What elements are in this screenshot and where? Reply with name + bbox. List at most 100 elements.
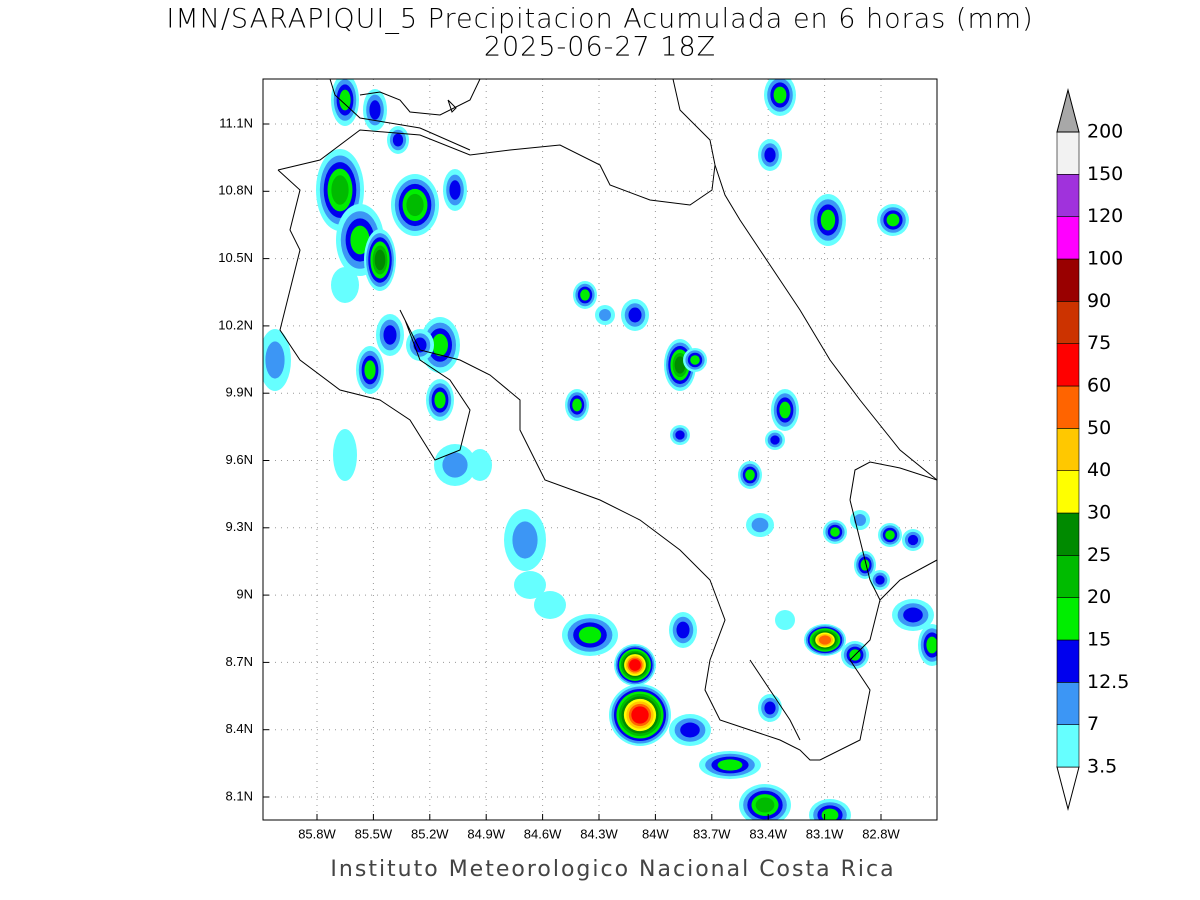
colorbar-label: 20 (1087, 586, 1111, 608)
coastline (447, 99, 457, 113)
x-tick-label: 82.8W (862, 826, 900, 841)
colorbar-label: 120 (1087, 205, 1123, 227)
rain-cell (265, 341, 285, 379)
rain-cell (755, 797, 775, 813)
rain-cell (512, 521, 538, 559)
coastline (277, 169, 937, 761)
rain-cell (764, 701, 776, 715)
x-tick-label: 85.5W (355, 826, 393, 841)
rain-cell (468, 449, 492, 481)
rain-cell (875, 575, 885, 585)
x-tick-label: 85.2W (411, 826, 449, 841)
footer: Instituto Meteorologico Nacional Costa R… (330, 857, 895, 882)
colorbar-label: 12.5 (1087, 671, 1129, 693)
rain-cell (578, 626, 602, 644)
rain-cell (442, 452, 468, 478)
y-tick-label: 9.6N (226, 452, 253, 467)
rain-cell (751, 517, 769, 533)
precipitation (263, 79, 937, 820)
colorbar-label: 75 (1087, 332, 1111, 354)
rain-cell (628, 307, 642, 323)
colorbar-label: 200 (1087, 121, 1123, 143)
rain-cell (903, 607, 923, 623)
rain-cell (413, 337, 427, 353)
colorbar-box (1056, 682, 1080, 725)
border (849, 499, 881, 601)
y-tick-label: 8.1N (226, 788, 253, 803)
y-tick-label: 8.7N (226, 654, 253, 669)
rain-cell (599, 309, 611, 321)
coastline (359, 79, 481, 116)
y-tick-label: 10.2N (218, 317, 253, 332)
x-tick-label: 85.8W (298, 826, 336, 841)
rain-cell (331, 267, 359, 303)
colorbar-box (1056, 639, 1080, 683)
rain-cell (674, 356, 686, 374)
colorbar-label: 40 (1087, 459, 1111, 481)
colorbar-label: 50 (1087, 417, 1111, 439)
coastline (329, 79, 471, 151)
rain-cell (854, 514, 866, 526)
rain-cell (383, 325, 397, 345)
y-tick-label: 9.9N (226, 385, 253, 400)
x-tick-label: 83.1W (806, 826, 844, 841)
rain-cell (745, 469, 755, 481)
coastline (749, 659, 801, 741)
colorbar-label: 15 (1087, 629, 1111, 651)
colorbar-box (1056, 512, 1080, 556)
colorbar-high (1056, 88, 1080, 133)
rain-cell (350, 225, 370, 255)
y-tick-label: 8.4N (226, 721, 253, 736)
y-tick-label: 11.1N (219, 115, 253, 130)
y-tick-label: 10.8N (218, 183, 253, 198)
x-tick-label: 83.4W (749, 826, 787, 841)
colorbar-label: 100 (1087, 248, 1123, 270)
rain-cell (374, 249, 386, 271)
border (849, 461, 937, 501)
rain-cell (676, 621, 690, 639)
colorbar-label: 30 (1087, 502, 1111, 524)
y-tick-label: 10.5N (218, 250, 253, 265)
colorbar-box (1056, 385, 1080, 429)
rain-cell (629, 659, 641, 671)
colorbar-label: 25 (1087, 544, 1111, 566)
rain-cell (830, 527, 840, 537)
colorbar-label: 150 (1087, 163, 1123, 185)
rain-cell (818, 635, 832, 645)
colorbar-box (1056, 555, 1080, 598)
colorbar-box (1056, 428, 1080, 471)
rain-cell (886, 213, 900, 227)
coastlines (277, 79, 937, 761)
map-frame (262, 78, 938, 821)
x-tick-label: 84.3W (580, 826, 618, 841)
rain-cell (773, 86, 787, 104)
rain-cell (364, 360, 376, 380)
colorbar-box (1056, 258, 1080, 302)
rain-cell (885, 530, 895, 540)
x-ticks: 85.8W 85.5W 85.2W 84.9W 84.6W 84.3W 84W 83.7W 83… (298, 814, 901, 841)
rain-cell (432, 333, 448, 357)
colorbar-label: 3.5 (1087, 756, 1117, 778)
colorbar-box (1056, 131, 1080, 175)
rain-cell (339, 89, 351, 111)
colorbar-label: 60 (1087, 375, 1111, 397)
rain-cell (580, 289, 590, 301)
colorbar-box (1056, 301, 1080, 344)
colorbar-box (1056, 343, 1080, 387)
colorbar-box (1056, 597, 1080, 641)
rain-cell (680, 722, 700, 738)
rain-cell (717, 759, 743, 771)
rain-cell (764, 147, 776, 163)
colorbar-box (1056, 174, 1080, 217)
x-tick-label: 84.9W (467, 826, 505, 841)
rain-cell (572, 398, 582, 412)
y-ticks: 11.1N 10.8N 10.5N 10.2N 9.9N 9.6N 9.3N 9N 8.7N 8.… (218, 115, 269, 803)
rain-cell (821, 808, 839, 820)
rain-cell (926, 636, 937, 654)
colorbar: 3.5 7 12.5 15 20 25 30 40 50 60 75 90 100 120 150 200 (1056, 88, 1129, 811)
grid (263, 79, 937, 820)
rain-cell (820, 209, 836, 231)
colorbar-low (1056, 766, 1080, 811)
colorbar-box (1056, 470, 1080, 514)
